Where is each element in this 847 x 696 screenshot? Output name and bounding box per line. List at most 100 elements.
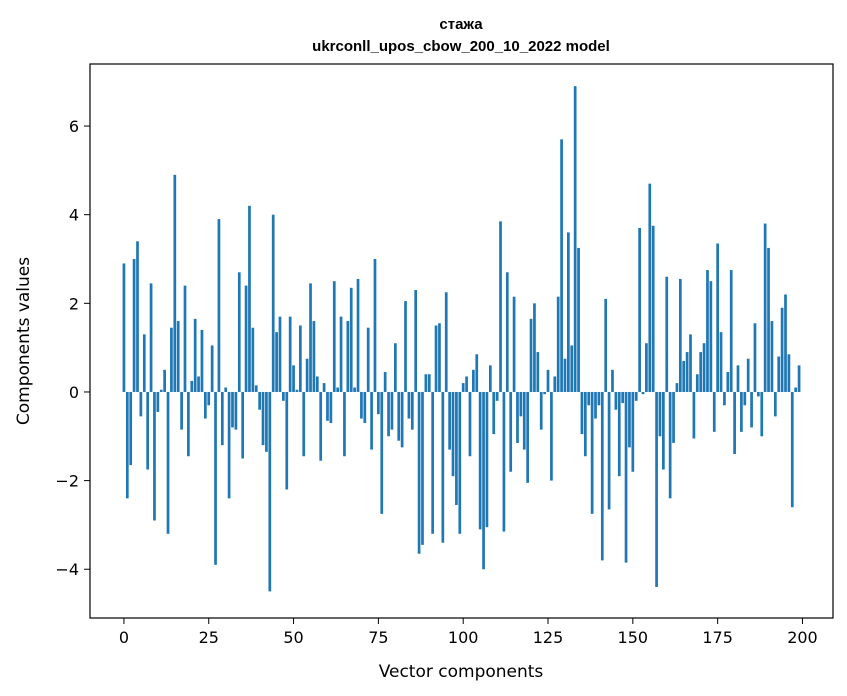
bar-160 [665, 276, 669, 392]
bar-166 [685, 352, 689, 392]
bar-173 [709, 281, 713, 392]
bar-52 [298, 325, 302, 392]
bar-83 [404, 301, 407, 392]
chart-title-line2: ukrconll_upos_cbow_200_10_2022 model [312, 38, 610, 55]
bar-91 [431, 391, 435, 534]
bar-73 [370, 391, 373, 450]
bar-6 [142, 334, 146, 392]
bar-104 [475, 354, 479, 392]
bar-114 [509, 391, 513, 472]
bar-153 [641, 391, 645, 395]
bar-154 [645, 343, 648, 392]
bar-180 [733, 391, 736, 455]
bar-129 [560, 139, 563, 392]
x-tick-label: 50 [283, 628, 303, 647]
bar-9 [153, 391, 156, 521]
bar-69 [356, 278, 360, 392]
bar-93 [438, 323, 441, 392]
bar-7 [146, 391, 150, 470]
bar-46 [278, 316, 282, 392]
y-axis-ticks: −4 −2 0 2 4 6 [55, 117, 90, 579]
bar-124 [543, 391, 546, 395]
bar-192 [773, 391, 777, 417]
bar-36 [244, 285, 248, 392]
bar-22 [197, 376, 200, 392]
bar-190 [767, 247, 770, 392]
bar-28 [217, 219, 221, 392]
bar-121 [533, 303, 536, 392]
bar-37 [248, 205, 251, 392]
bar-109 [492, 391, 496, 435]
bar-64 [339, 316, 343, 392]
bar-117 [519, 391, 523, 417]
bar-145 [614, 391, 618, 410]
bar-24 [203, 391, 207, 419]
bar-186 [753, 323, 757, 392]
bar-57 [315, 376, 319, 392]
bar-72 [366, 327, 370, 392]
x-tick-label: 0 [119, 628, 129, 647]
bar-143 [607, 391, 611, 510]
bar-110 [495, 391, 499, 401]
bar-90 [427, 374, 431, 392]
bar-159 [662, 391, 665, 470]
bar-167 [689, 334, 692, 392]
bar-174 [712, 391, 716, 432]
bar-65 [343, 391, 346, 457]
bar-19 [187, 391, 190, 457]
bar-41 [261, 391, 265, 446]
bar-199 [797, 365, 801, 392]
bar-13 [166, 391, 170, 534]
bar-32 [231, 391, 234, 428]
bar-77 [383, 372, 387, 392]
bar-170 [699, 352, 703, 392]
bar-50 [292, 365, 295, 392]
bar-76 [380, 391, 384, 514]
bar-178 [726, 372, 730, 392]
bar-141 [600, 391, 604, 561]
bar-152 [638, 227, 641, 392]
bar-67 [349, 287, 353, 392]
bar-59 [322, 383, 326, 392]
bar-100 [461, 383, 465, 392]
bar-82 [400, 391, 404, 448]
bar-151 [634, 391, 638, 401]
bar-123 [539, 391, 543, 430]
bar-12 [163, 369, 166, 392]
bar-158 [658, 391, 662, 437]
bar-169 [695, 374, 699, 392]
bar-53 [302, 391, 306, 457]
bar-198 [794, 387, 798, 392]
bar-149 [628, 391, 631, 448]
bar-134 [577, 247, 580, 392]
bar-189 [763, 223, 767, 392]
bar-133 [573, 86, 577, 392]
bar-99 [458, 391, 462, 534]
bar-136 [583, 391, 587, 457]
bar-183 [743, 391, 747, 406]
bar-33 [234, 391, 238, 430]
bar-127 [553, 376, 557, 392]
bar-194 [780, 307, 784, 392]
bar-34 [237, 272, 241, 392]
bar-128 [556, 296, 560, 392]
plot-frame [89, 63, 834, 619]
bar-103 [472, 369, 475, 392]
bar-88 [421, 391, 424, 545]
bar-75 [377, 391, 380, 415]
y-tick-label: 0 [69, 383, 79, 402]
bar-89 [424, 374, 428, 392]
y-tick-label: 6 [69, 117, 79, 136]
bar-195 [784, 294, 787, 392]
bar-11 [159, 389, 163, 392]
x-tick-label: 75 [368, 628, 388, 647]
bar-193 [777, 356, 781, 392]
bar-45 [275, 332, 278, 392]
y-tick-label: 4 [69, 206, 79, 225]
bar-118 [522, 391, 526, 450]
bar-98 [455, 391, 458, 505]
bar-164 [678, 278, 682, 392]
bar-102 [468, 391, 472, 457]
bar-79 [390, 391, 394, 430]
